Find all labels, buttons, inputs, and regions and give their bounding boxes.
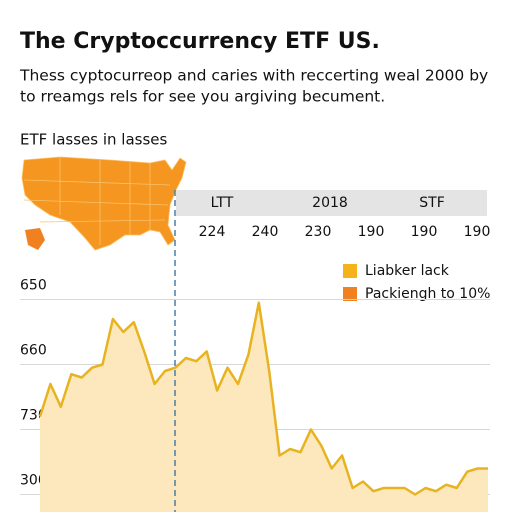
table-header: 2018 [312,195,348,211]
table-row: 224 240 230 190 190 190 [199,224,491,240]
table-cell: 190 [358,224,385,240]
table-header: STF [419,195,445,211]
y-tick-label: 650 [20,277,47,293]
section-label: ETF lasses in lasses [20,131,167,149]
y-tick-label: 660 [20,342,47,358]
legend-swatch [343,287,357,301]
table-cell: 224 [199,224,226,240]
legend: Liabker lack Packiengh to 10% [343,263,490,302]
us-map [21,156,187,251]
legend-label: Packiengh to 10% [365,286,490,302]
legend-swatch [343,264,357,278]
table-cell: 190 [411,224,438,240]
subtitle-line: to rreamgs rels for see you argiving bec… [20,88,385,106]
legend-label: Liabker lack [365,263,450,279]
area [40,302,488,512]
title: The Cryptoccurrency ETF US. [20,29,380,54]
table-cell: 230 [305,224,332,240]
table-header: LTT [211,195,234,211]
line [38,301,488,496]
subtitle-line: Thess cyptocurreop and caries with recce… [19,67,488,85]
table-cell: 240 [252,224,279,240]
table-cell: 190 [464,224,491,240]
table-header-bg [176,190,487,216]
